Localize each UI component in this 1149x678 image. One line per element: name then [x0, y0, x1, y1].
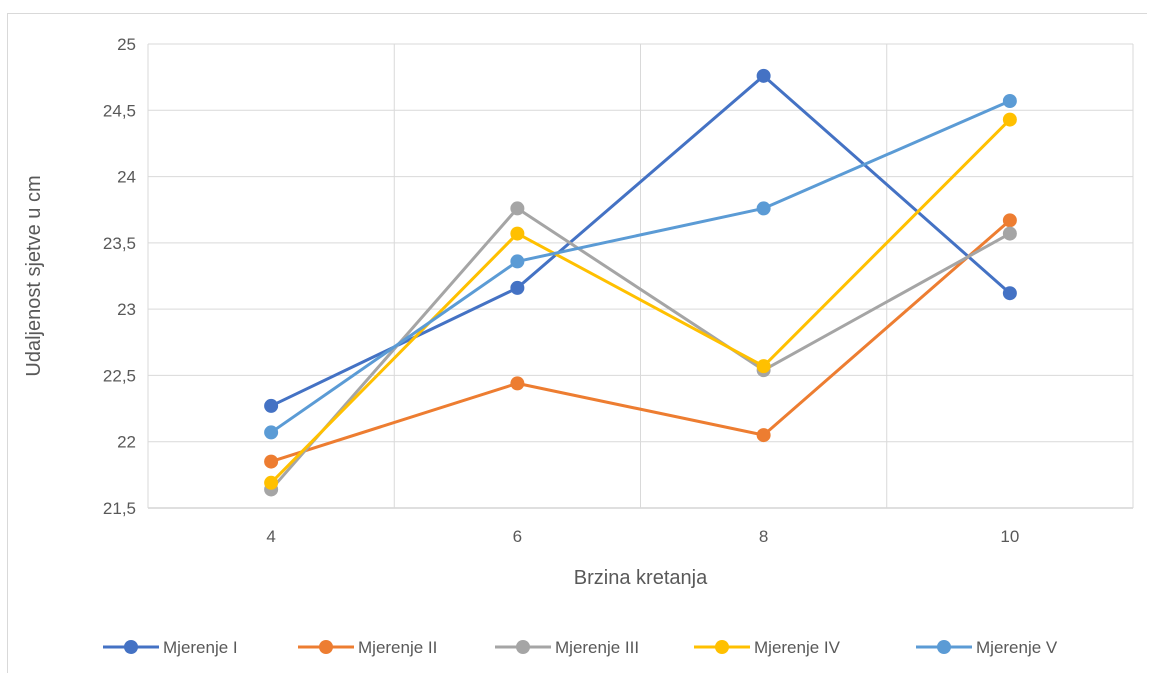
series-line: [269, 99, 1012, 434]
legend: Mjerenje I Mjerenje II Mjerenje III Mjerenj…: [103, 638, 1058, 657]
x-tick-label: 6: [513, 527, 522, 546]
legend-label: Mjerenje V: [976, 638, 1058, 657]
y-tick-label: 25: [117, 35, 136, 54]
chart-frame: [7, 13, 1147, 673]
y-tick-label: 22,5: [103, 366, 136, 385]
legend-label: Mjerenje III: [555, 638, 639, 657]
legend-label: Mjerenje II: [358, 638, 437, 657]
y-tick-label: 24: [117, 168, 136, 187]
data-point: [264, 425, 279, 440]
data-point: [510, 201, 525, 216]
data-point: [756, 201, 771, 216]
legend-item: Mjerenje III: [495, 638, 639, 657]
data-point: [264, 398, 279, 413]
data-point: [1002, 226, 1017, 241]
y-axis-ticks: 21,5 22 22,5 23 23,5 24 24,5 25: [103, 35, 136, 518]
y-axis-title: Udaljenost sjetve u cm: [23, 175, 45, 376]
legend-label: Mjerenje IV: [754, 638, 841, 657]
legend-item: Mjerenje I: [103, 638, 238, 657]
series-4: [264, 112, 1017, 490]
series-5: [264, 94, 1017, 440]
y-tick-label: 22: [117, 433, 136, 452]
legend-label: Mjerenje I: [163, 638, 238, 657]
series-line: [269, 218, 1012, 464]
legend-marker: [937, 640, 951, 654]
x-tick-label: 4: [266, 527, 275, 546]
data-point: [1002, 112, 1017, 127]
data-point: [1002, 94, 1017, 109]
x-tick-label: 10: [1000, 527, 1019, 546]
y-tick-label: 23,5: [103, 234, 136, 253]
series-lines: [264, 68, 1017, 497]
gridlines: [147, 43, 1134, 509]
data-point: [756, 359, 771, 374]
legend-item: Mjerenje II: [298, 638, 437, 657]
data-point: [264, 454, 279, 469]
y-tick-label: 21,5: [103, 499, 136, 518]
data-point: [510, 226, 525, 241]
x-axis-ticks: 4 6 8 10: [266, 527, 1019, 546]
y-tick-label: 24,5: [103, 101, 136, 120]
y-tick-label: 23: [117, 300, 136, 319]
legend-item: Mjerenje V: [916, 638, 1058, 657]
legend-marker: [516, 640, 530, 654]
data-point: [510, 254, 525, 269]
legend-marker: [124, 640, 138, 654]
data-point: [510, 280, 525, 295]
data-point: [756, 68, 771, 83]
series-2: [264, 213, 1017, 469]
data-point: [756, 428, 771, 443]
data-point: [264, 475, 279, 490]
x-tick-label: 8: [759, 527, 768, 546]
data-point: [1002, 213, 1017, 228]
legend-marker: [715, 640, 729, 654]
series-line: [269, 206, 1012, 491]
series-line: [269, 118, 1012, 485]
data-point: [1002, 286, 1017, 301]
x-axis-title: Brzina kretanja: [574, 567, 708, 589]
legend-marker: [319, 640, 333, 654]
data-point: [510, 376, 525, 391]
legend-item: Mjerenje IV: [694, 638, 841, 657]
